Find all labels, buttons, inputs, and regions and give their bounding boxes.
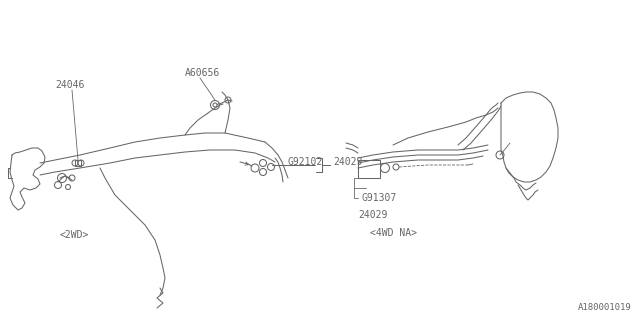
Text: G92102: G92102: [287, 157, 323, 167]
Text: 24029: 24029: [333, 157, 362, 167]
Text: A60656: A60656: [185, 68, 220, 78]
Text: A180001019: A180001019: [579, 303, 632, 312]
Bar: [75, 160, 81, 166]
Text: 24046: 24046: [55, 80, 84, 90]
Text: G91307: G91307: [362, 193, 397, 203]
Text: 24029: 24029: [358, 210, 387, 220]
Bar: [358, 160, 380, 178]
Text: <4WD NA>: <4WD NA>: [370, 228, 417, 238]
Circle shape: [213, 103, 217, 107]
Text: <2WD>: <2WD>: [60, 230, 90, 240]
